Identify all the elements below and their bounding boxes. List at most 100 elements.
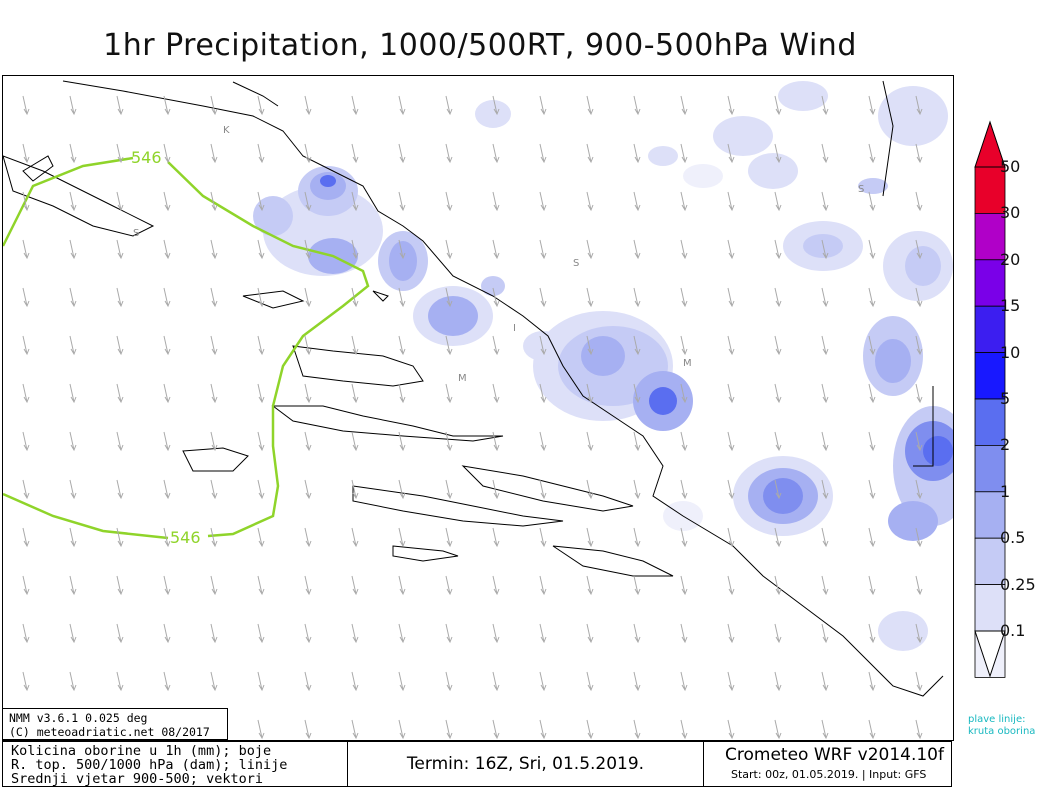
- wind-arrow: [680, 527, 688, 548]
- wind-vectors: [22, 95, 923, 740]
- colorbar-label: 10: [1000, 342, 1021, 362]
- colorbar-label: 0.1: [1000, 621, 1026, 640]
- wind-arrow: [210, 287, 218, 308]
- wind-arrow: [633, 383, 641, 404]
- wind-arrow: [915, 623, 923, 644]
- wind-arrow: [445, 143, 453, 164]
- colorbar-segment: [974, 259, 1006, 307]
- wind-arrow: [915, 671, 923, 692]
- wind-arrow: [257, 239, 265, 260]
- wind-arrow: [633, 671, 641, 692]
- wind-arrow: [116, 575, 124, 596]
- wind-arrow: [445, 719, 453, 740]
- wind-arrow: [492, 431, 500, 452]
- legend-box: Kolicina oborine u 1h (mm); boje R. top.…: [3, 742, 348, 786]
- map-title: 1hr Precipitation, 1000/500RT, 900-500hP…: [103, 28, 857, 63]
- wind-arrow: [774, 335, 782, 356]
- wind-arrow: [915, 479, 923, 500]
- wind-arrow: [210, 527, 218, 548]
- wind-arrow: [22, 575, 30, 596]
- wind-arrow: [398, 623, 406, 644]
- wind-arrow: [69, 191, 77, 212]
- wind-arrow: [445, 575, 453, 596]
- wind-arrow: [727, 335, 735, 356]
- wind-arrow: [22, 191, 30, 212]
- wind-arrow: [163, 191, 171, 212]
- precipitation-map: 546 546 K S S S M M I: [2, 75, 954, 741]
- wind-arrow: [398, 383, 406, 404]
- wind-arrow: [351, 335, 359, 356]
- solid-precipitation-note: plave linije: kruta oborina: [968, 714, 1035, 738]
- colorbar-label: 15: [1000, 296, 1021, 316]
- place-marker: M: [458, 373, 467, 384]
- wind-arrow: [304, 335, 312, 356]
- wind-arrow: [163, 95, 171, 116]
- wind-arrow: [22, 239, 30, 260]
- contour-label-top: 546: [131, 148, 162, 167]
- wind-arrow: [492, 671, 500, 692]
- wind-arrow: [821, 671, 829, 692]
- wind-arrow: [257, 383, 265, 404]
- run-info: Start: 00z, 01.05.2019. | Input: GFS: [731, 768, 927, 781]
- wind-arrow: [727, 431, 735, 452]
- wind-arrow: [915, 143, 923, 164]
- wind-arrow: [539, 335, 547, 356]
- wind-arrow: [915, 527, 923, 548]
- place-marker: K: [223, 125, 230, 136]
- wind-arrow: [727, 575, 735, 596]
- wind-arrow: [727, 143, 735, 164]
- wind-arrow: [680, 479, 688, 500]
- wind-arrow: [210, 191, 218, 212]
- wind-arrow: [492, 143, 500, 164]
- wind-arrow: [304, 191, 312, 212]
- wind-arrow: [351, 479, 359, 500]
- wind-arrow: [304, 527, 312, 548]
- wind-arrow: [398, 95, 406, 116]
- wind-arrow: [398, 335, 406, 356]
- wind-arrow: [257, 143, 265, 164]
- wind-arrow: [633, 431, 641, 452]
- wind-arrow: [445, 287, 453, 308]
- wind-arrow: [633, 287, 641, 308]
- wind-arrow: [257, 671, 265, 692]
- wind-arrow: [821, 191, 829, 212]
- contour-label-bottom: 546: [170, 528, 201, 547]
- legend-line: R. top. 500/1000 hPa (dam); linije: [11, 757, 288, 773]
- wind-arrow: [539, 575, 547, 596]
- wind-arrow: [22, 383, 30, 404]
- place-marker: S: [573, 258, 579, 269]
- colorbar-label: 2: [1000, 435, 1011, 455]
- wind-arrow: [821, 527, 829, 548]
- wind-arrow: [868, 191, 876, 212]
- wind-arrow: [821, 479, 829, 500]
- colorbar-top-cap: [974, 120, 1006, 168]
- wind-arrow: [257, 623, 265, 644]
- wind-arrow: [727, 719, 735, 740]
- wind-arrow: [492, 335, 500, 356]
- wind-arrow: [445, 431, 453, 452]
- wind-arrow: [868, 623, 876, 644]
- wind-arrow: [210, 95, 218, 116]
- wind-arrow: [304, 287, 312, 308]
- legend-line: Srednji vjetar 900-500; vektori: [11, 771, 263, 787]
- wind-arrow: [586, 191, 594, 212]
- wind-arrow: [22, 431, 30, 452]
- wind-arrow: [116, 95, 124, 116]
- wind-arrow: [492, 623, 500, 644]
- wind-arrow: [445, 191, 453, 212]
- wind-arrow: [22, 479, 30, 500]
- wind-arrow: [304, 383, 312, 404]
- place-marker: M: [683, 358, 692, 369]
- wind-arrow: [351, 287, 359, 308]
- wind-arrow: [69, 479, 77, 500]
- wind-arrow: [304, 239, 312, 260]
- wind-arrow: [586, 335, 594, 356]
- wind-arrow: [163, 143, 171, 164]
- wind-arrow: [633, 527, 641, 548]
- wind-arrow: [351, 575, 359, 596]
- wind-arrow: [163, 575, 171, 596]
- model-version: NMM v3.6.1 0.025 deg: [9, 711, 148, 725]
- wind-arrow: [868, 287, 876, 308]
- wind-arrow: [539, 95, 547, 116]
- colorbar-label: 0.5: [1000, 528, 1026, 548]
